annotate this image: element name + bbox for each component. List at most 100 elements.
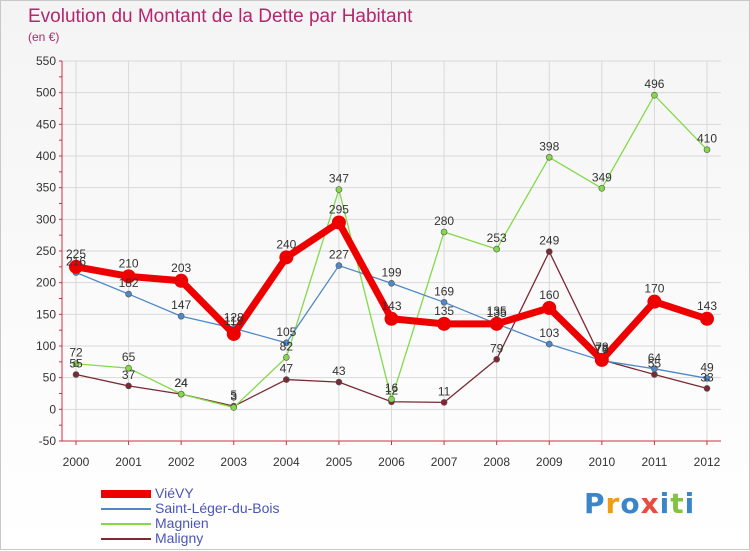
data-label: 49 xyxy=(700,360,714,374)
data-label: 105 xyxy=(276,325,296,339)
data-point xyxy=(594,352,609,367)
data-label: 182 xyxy=(119,276,139,290)
data-point xyxy=(703,374,711,382)
data-point xyxy=(279,250,294,265)
data-label: 82 xyxy=(280,339,294,353)
y-tick-label: 500 xyxy=(36,86,56,100)
data-label: 216 xyxy=(66,255,86,269)
data-label: 210 xyxy=(119,256,139,270)
x-tick-label: 2003 xyxy=(220,455,247,469)
x-tick-label: 2012 xyxy=(694,455,721,469)
data-label: 103 xyxy=(539,326,559,340)
legend-label: Magnien xyxy=(155,515,209,531)
data-point xyxy=(125,290,132,298)
data-point xyxy=(125,382,132,390)
data-label: 43 xyxy=(332,364,346,378)
data-label: 225 xyxy=(66,247,86,261)
data-label: 249 xyxy=(539,234,559,248)
x-tick-label: 2002 xyxy=(168,455,195,469)
data-label: 253 xyxy=(487,231,507,245)
data-point xyxy=(384,311,399,326)
data-label: 227 xyxy=(329,248,349,262)
x-tick-label: 2010 xyxy=(588,455,615,469)
data-label: 240 xyxy=(276,237,296,251)
legend-swatch xyxy=(101,538,151,540)
y-tick-label: 400 xyxy=(36,149,56,163)
data-point xyxy=(598,185,606,192)
y-tick-label: 200 xyxy=(36,276,56,290)
data-point xyxy=(335,378,343,386)
data-label: 398 xyxy=(539,139,559,153)
data-label: 37 xyxy=(122,368,136,382)
data-point xyxy=(69,259,83,274)
data-label: 78 xyxy=(595,342,609,356)
data-label: 65 xyxy=(122,350,136,364)
data-point xyxy=(700,311,714,326)
data-label: 47 xyxy=(280,362,294,376)
legend-swatch xyxy=(101,508,151,510)
y-tick-label: 550 xyxy=(36,54,56,68)
data-label: 55 xyxy=(648,357,662,371)
y-tick-label: 100 xyxy=(36,339,56,353)
data-label: 55 xyxy=(69,357,83,371)
data-point xyxy=(283,339,290,347)
data-point xyxy=(331,215,346,230)
data-point xyxy=(121,269,136,284)
data-label: 147 xyxy=(171,298,191,312)
chart-title: Evolution du Montant de la Dette par Hab… xyxy=(28,6,413,27)
data-label: 12 xyxy=(385,384,399,398)
data-point xyxy=(440,228,448,236)
proxiti-logo: Proxiti xyxy=(584,487,696,520)
data-point xyxy=(651,371,658,378)
data-point xyxy=(388,279,395,287)
data-point xyxy=(177,312,185,320)
data-label: 496 xyxy=(644,77,664,91)
data-label: 77 xyxy=(595,343,609,357)
data-label: 169 xyxy=(434,284,454,298)
data-point xyxy=(703,146,711,153)
data-point xyxy=(703,385,711,392)
y-tick-label: 350 xyxy=(36,181,56,195)
legend-label: Maligny xyxy=(155,530,204,546)
data-label: 79 xyxy=(490,341,504,355)
data-point xyxy=(440,399,448,406)
legend-label: Saint-Léger-du-Bois xyxy=(155,500,280,516)
data-label: 33 xyxy=(700,370,714,384)
data-point xyxy=(651,365,658,373)
x-tick-label: 2006 xyxy=(378,455,405,469)
data-label: 135 xyxy=(487,304,507,318)
data-label: 160 xyxy=(539,288,559,302)
data-point xyxy=(489,316,504,331)
data-label: 135 xyxy=(434,304,454,318)
x-tick-label: 2008 xyxy=(483,455,510,469)
data-label: 24 xyxy=(174,376,188,390)
data-point xyxy=(283,354,290,361)
x-tick-label: 2004 xyxy=(273,455,300,469)
y-tick-label: 150 xyxy=(36,307,56,321)
data-point xyxy=(542,301,557,315)
data-label: 170 xyxy=(644,282,664,296)
y-tick-label: 250 xyxy=(36,244,56,258)
data-label: 78 xyxy=(595,340,609,354)
data-label: 128 xyxy=(224,310,244,324)
data-point xyxy=(125,364,132,372)
legend-swatch xyxy=(101,490,151,498)
data-label: 199 xyxy=(381,265,401,279)
data-label: 280 xyxy=(434,214,454,228)
data-point xyxy=(72,360,80,368)
data-label: 64 xyxy=(648,351,662,365)
x-tick-label: 2000 xyxy=(63,455,90,469)
data-label: 143 xyxy=(697,299,717,313)
data-label: 203 xyxy=(171,261,191,275)
data-label: 24 xyxy=(174,376,188,390)
y-tick-label: 300 xyxy=(36,212,56,226)
data-label: 143 xyxy=(381,299,401,313)
x-tick-label: 2011 xyxy=(642,455,668,469)
x-tick-label: 2005 xyxy=(326,455,353,469)
legend-swatch xyxy=(101,523,151,525)
data-point xyxy=(545,340,553,348)
data-label: 135 xyxy=(487,306,507,320)
data-label: 11 xyxy=(438,384,451,398)
y-tick-label: 450 xyxy=(36,117,56,131)
